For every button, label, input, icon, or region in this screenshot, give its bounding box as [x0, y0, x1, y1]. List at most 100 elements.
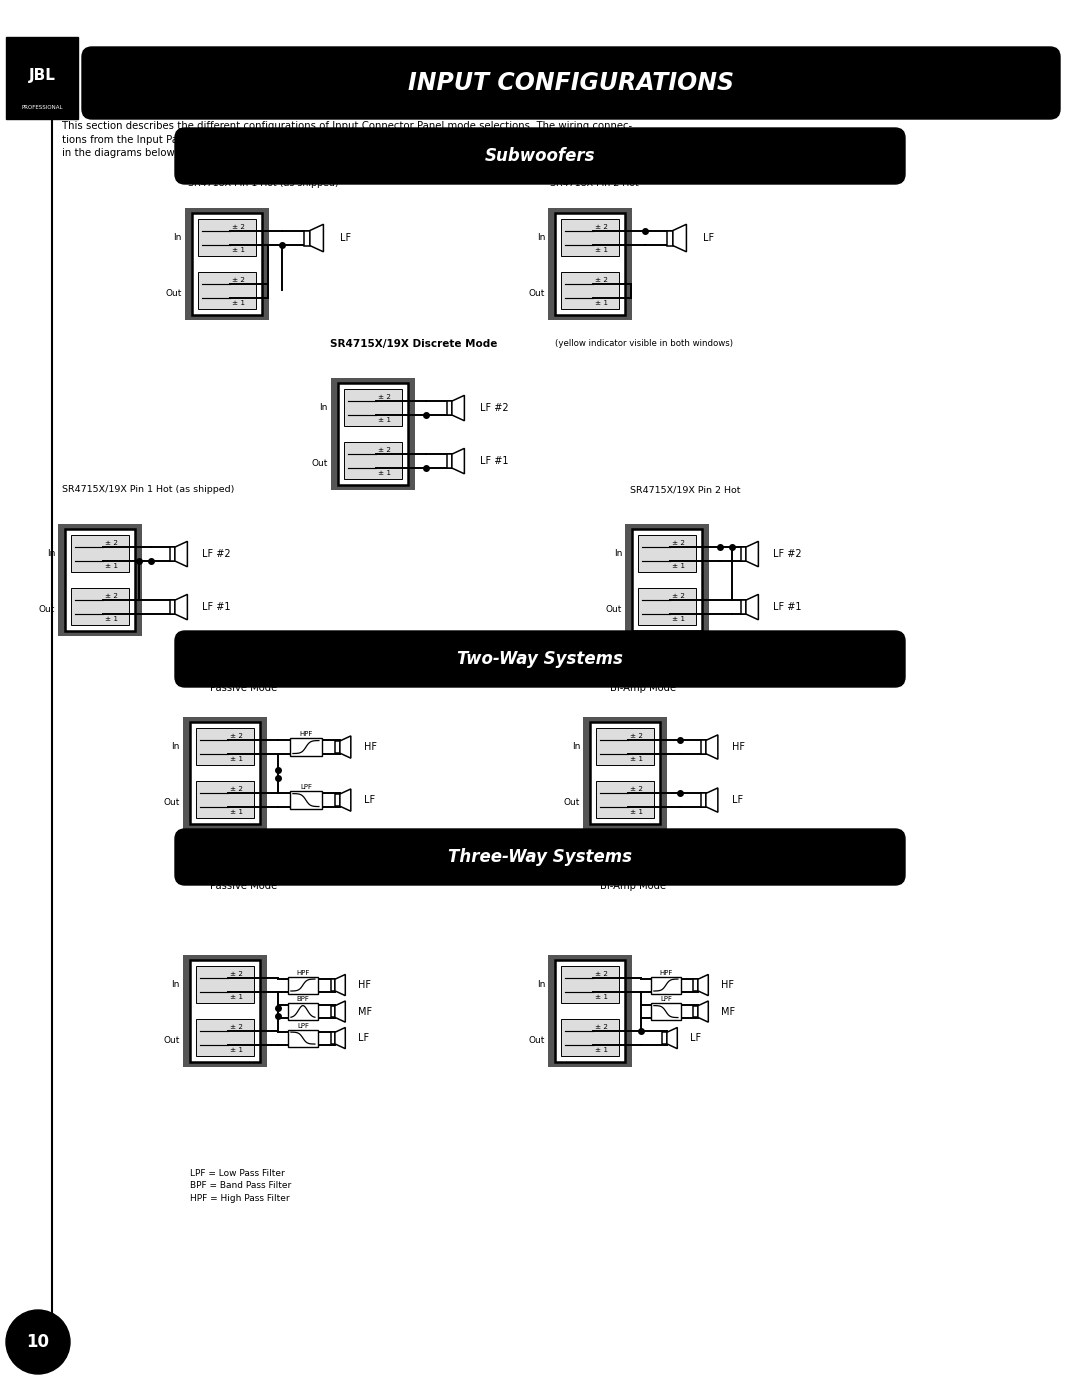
Polygon shape	[340, 736, 351, 759]
Bar	[170, 601, 175, 615]
Bar	[198, 218, 256, 257]
Text: JBL: JBL	[28, 67, 55, 82]
Text: ± 2: ± 2	[230, 1024, 243, 1030]
Bar	[289, 791, 322, 809]
Bar	[305, 231, 310, 246]
Bar	[651, 1003, 680, 1020]
Bar	[590, 722, 660, 824]
Text: Out: Out	[312, 460, 328, 468]
Text: ± 2: ± 2	[378, 447, 391, 453]
Circle shape	[6, 1310, 70, 1375]
Text: LPF: LPF	[297, 1023, 309, 1028]
Text: HF: HF	[732, 742, 745, 752]
Text: In: In	[537, 233, 545, 242]
Bar	[561, 1018, 619, 1056]
Text: In: In	[320, 402, 328, 412]
Text: ± 2: ± 2	[230, 733, 243, 739]
Bar	[693, 979, 698, 990]
Polygon shape	[746, 541, 758, 567]
Text: SR4715X/19X Discrete Mode: SR4715X/19X Discrete Mode	[330, 339, 498, 349]
Bar	[596, 728, 654, 766]
Bar	[632, 529, 702, 631]
Text: ± 2: ± 2	[105, 594, 118, 599]
Text: ± 1: ± 1	[595, 299, 608, 306]
Text: INPUT CONFIGURATIONS: INPUT CONFIGURATIONS	[408, 71, 734, 95]
Text: PROFESSIONAL: PROFESSIONAL	[22, 105, 63, 109]
Polygon shape	[310, 225, 323, 251]
Bar	[555, 960, 625, 1062]
Text: In: In	[613, 549, 622, 557]
Bar	[289, 738, 322, 756]
Text: SR4715X/19X Pin 1 Hot (as shipped): SR4715X/19X Pin 1 Hot (as shipped)	[62, 485, 234, 495]
Text: Bi-Amp Mode: Bi-Amp Mode	[600, 882, 666, 891]
Polygon shape	[340, 789, 351, 812]
Bar	[65, 529, 135, 631]
Bar	[195, 728, 254, 766]
Polygon shape	[698, 975, 708, 996]
Text: Out: Out	[564, 798, 580, 807]
Text: ± 2: ± 2	[595, 1024, 608, 1030]
Text: Three-Way Systems: Three-Way Systems	[448, 848, 632, 866]
Text: This section describes the different configurations of Input Connector Panel mod: This section describes the different con…	[62, 122, 632, 158]
Polygon shape	[706, 735, 718, 759]
Bar	[185, 208, 269, 320]
Polygon shape	[706, 788, 718, 812]
Bar	[71, 588, 129, 626]
Text: ± 1: ± 1	[672, 563, 685, 569]
Bar	[195, 965, 254, 1003]
Text: ± 1: ± 1	[232, 299, 245, 306]
Text: In: In	[172, 979, 180, 989]
Bar	[548, 208, 632, 320]
Text: MF: MF	[357, 1007, 372, 1017]
Bar	[701, 740, 706, 754]
Text: ± 1: ± 1	[630, 809, 643, 814]
Text: ± 1: ± 1	[595, 246, 608, 253]
Text: ± 2: ± 2	[595, 277, 608, 284]
Bar	[330, 979, 335, 990]
Text: LPF: LPF	[300, 784, 312, 791]
Text: ± 1: ± 1	[232, 246, 245, 253]
Text: ± 1: ± 1	[378, 469, 391, 475]
Bar	[183, 717, 267, 828]
Bar	[741, 601, 746, 615]
Bar	[288, 977, 318, 993]
Text: HF: HF	[357, 981, 370, 990]
Text: LF #2: LF #2	[202, 549, 230, 559]
Bar	[190, 722, 260, 824]
Text: In: In	[537, 979, 545, 989]
Text: Out: Out	[164, 798, 180, 807]
Bar	[741, 548, 746, 562]
Bar	[192, 212, 262, 314]
Text: LF: LF	[364, 795, 375, 805]
Text: HF: HF	[364, 742, 377, 752]
Text: ± 2: ± 2	[232, 277, 245, 284]
Bar	[555, 212, 625, 314]
Bar	[330, 1006, 335, 1017]
Text: LF: LF	[732, 795, 743, 805]
Text: Subwoofers: Subwoofers	[485, 147, 595, 165]
Text: Bi-Amp Mode: Bi-Amp Mode	[610, 683, 676, 693]
Bar	[625, 524, 708, 636]
Polygon shape	[698, 1002, 708, 1023]
Text: In: In	[174, 233, 183, 242]
Text: ± 2: ± 2	[378, 394, 391, 400]
Text: Out: Out	[39, 605, 55, 615]
Text: ± 1: ± 1	[230, 756, 243, 761]
Text: ± 1: ± 1	[230, 1046, 243, 1052]
Text: ± 1: ± 1	[595, 993, 608, 999]
Text: HPF: HPF	[659, 970, 673, 975]
Polygon shape	[673, 225, 687, 251]
Bar	[651, 977, 680, 993]
Bar	[345, 388, 402, 426]
Text: LF: LF	[357, 1034, 369, 1044]
Text: Out: Out	[528, 1037, 545, 1045]
Text: ± 2: ± 2	[105, 541, 118, 546]
Text: Out: Out	[164, 1037, 180, 1045]
Text: In: In	[172, 742, 180, 752]
Polygon shape	[335, 975, 346, 996]
Bar	[330, 1032, 335, 1044]
Text: SR4718X Pin 1 Hot (as shipped): SR4718X Pin 1 Hot (as shipped)	[188, 179, 339, 189]
Bar	[667, 231, 673, 246]
Bar	[662, 1032, 666, 1044]
Text: ± 1: ± 1	[105, 616, 118, 622]
